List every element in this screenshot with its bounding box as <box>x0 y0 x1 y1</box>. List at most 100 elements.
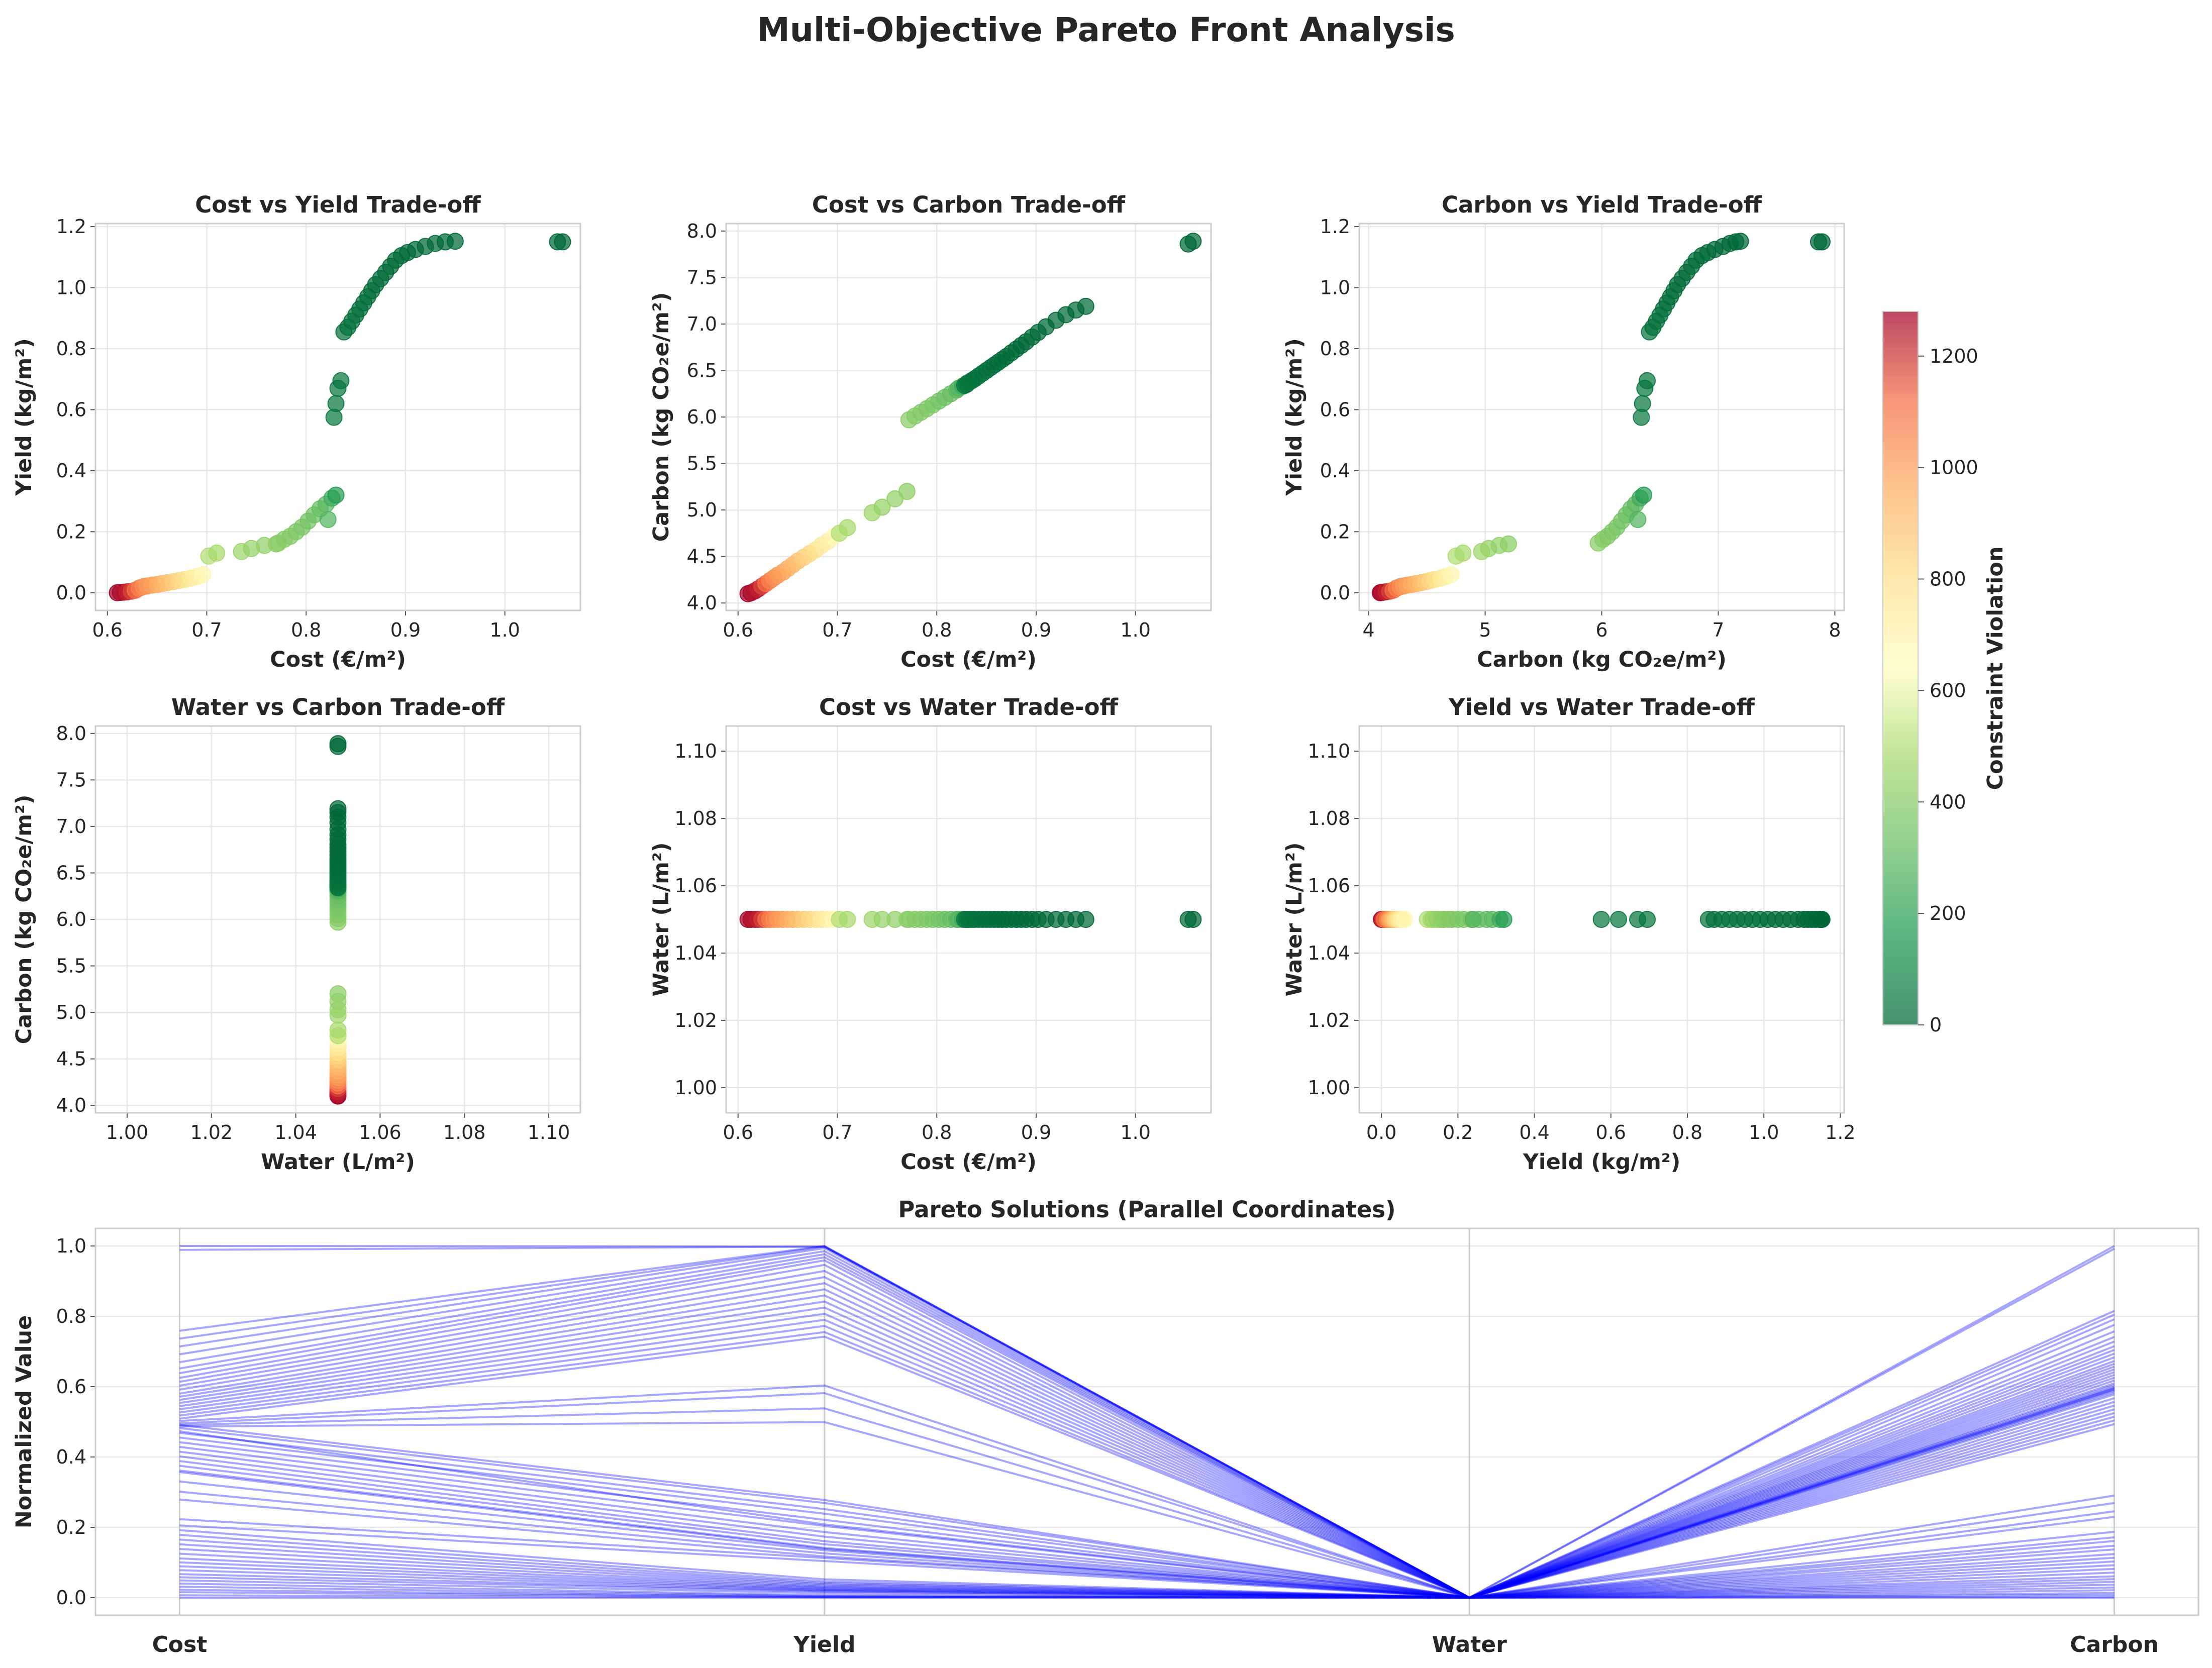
panels: 0.6 0.7 0.8 0.9 1.0 0.0 0.2 0.4 0.6 0.8 1.0 1.2 Cost… <box>12 191 1856 1175</box>
scatter-point <box>319 511 337 529</box>
scatter-points <box>329 735 347 1105</box>
colorbar-gradient <box>1883 311 1918 1025</box>
solution-line <box>179 1397 2115 1599</box>
x-tick-label: 0.7 <box>191 619 222 641</box>
solution-line <box>179 1529 2115 1599</box>
scatter-point <box>1634 395 1651 412</box>
scatter-points <box>739 233 1202 602</box>
solution-line <box>179 1552 2115 1599</box>
x-tick-label: 0.4 <box>1519 1121 1549 1143</box>
solution-line <box>179 1244 2115 1599</box>
x-tick-label: 1.10 <box>528 1121 570 1143</box>
y-tick-label: 0.0 <box>56 1587 86 1609</box>
solution-line <box>179 1569 2115 1599</box>
parallel-coordinates-panel: 0.0 0.2 0.4 0.6 0.8 1.0 Cost Yield Water Carbon Pa… <box>12 1196 2199 1657</box>
y-tick-label: 0.4 <box>56 1446 86 1468</box>
scatter-point <box>327 486 345 504</box>
y-tick-label: 7.0 <box>56 815 86 838</box>
solution-line <box>179 1325 2115 1599</box>
scatter-point <box>873 498 891 516</box>
y-tick-label: 0.8 <box>56 338 86 360</box>
colorbar-tick-label: 200 <box>1930 902 1966 924</box>
scatter-point <box>329 985 347 1003</box>
solution-line <box>179 1591 2115 1599</box>
scatter-point <box>1454 544 1472 562</box>
x-tick-label: 0.9 <box>390 619 421 641</box>
y-tick-label: 8.0 <box>687 220 717 242</box>
y-tick-label: 1.00 <box>1308 1077 1350 1099</box>
solution-line <box>179 1245 2115 1599</box>
solution-line <box>179 1538 2115 1599</box>
x-tick-label: 1.2 <box>1825 1121 1855 1143</box>
solution-line <box>179 1282 2115 1599</box>
y-tick-label: 4.0 <box>687 592 717 614</box>
solution-line <box>179 1300 2115 1599</box>
parallel-lines <box>179 1244 2115 1599</box>
y-tick-label: 1.08 <box>1308 807 1350 829</box>
plot-border <box>725 223 1212 611</box>
solution-line <box>179 1387 2115 1599</box>
scatter-point <box>208 544 226 562</box>
scatter-point <box>1610 911 1627 928</box>
scatter-point <box>839 911 856 928</box>
y-axis-label: Carbon (kg CO₂e/m²) <box>12 795 37 1045</box>
scatter-point <box>327 395 345 412</box>
y-tick-label: 6.0 <box>687 406 717 428</box>
x-tick-label: 0.6 <box>723 1121 753 1143</box>
x-axis-label: Cost (€/m²) <box>900 647 1037 672</box>
solution-line <box>179 1335 2115 1599</box>
y-tick-label: 0.4 <box>1320 460 1350 482</box>
solution-line <box>179 1518 2115 1599</box>
scatter-panel-carbon_yield: 4 5 6 7 8 0.0 0.2 0.4 0.6 0.8 1.0 1.2 Carbon vs Yiel… <box>1282 191 1845 672</box>
y-tick-label: 0.2 <box>56 520 86 543</box>
solution-line <box>179 1404 2115 1599</box>
solution-line <box>179 1270 2115 1599</box>
y-tick-label: 0.6 <box>56 398 86 421</box>
solution-line <box>179 1401 2115 1599</box>
y-tick-label: 7.0 <box>687 313 717 335</box>
x-axis-label: Yield (kg/m²) <box>1523 1150 1681 1175</box>
scatter-point <box>1638 372 1656 389</box>
solution-line <box>179 1393 2115 1599</box>
solution-line <box>179 1259 2115 1599</box>
solution-line <box>179 1276 2115 1599</box>
solution-line <box>179 1253 2115 1599</box>
panel-title: Cost vs Water Trade-off <box>819 694 1119 720</box>
scatter-point <box>329 800 347 817</box>
y-tick-label: 1.10 <box>1308 740 1350 762</box>
x-tick-label: 1.0 <box>489 619 520 641</box>
colorbar-label: Constraint Violation <box>1983 547 2008 790</box>
y-tick-label: 0.0 <box>56 582 86 604</box>
solution-line <box>179 1576 2115 1599</box>
plot-border <box>1358 725 1845 1114</box>
x-tick-label: 0.7 <box>822 1121 852 1143</box>
solution-line <box>179 1389 2115 1599</box>
y-tick-label: 1.06 <box>674 875 717 897</box>
y-tick-label: 1.06 <box>1308 875 1350 897</box>
x-axis-label: Water (L/m²) <box>261 1150 415 1175</box>
scatter-point <box>1184 911 1202 928</box>
scatter-points <box>109 233 571 601</box>
scatter-point <box>1592 911 1610 928</box>
solution-line <box>179 1245 2115 1599</box>
x-tick-label: 7 <box>1712 619 1724 641</box>
y-tick-label: 1.04 <box>1308 942 1350 964</box>
scatter-point <box>1077 911 1094 928</box>
solution-line <box>179 1589 2115 1599</box>
scatter-panel-water_carbon: 1.00 1.02 1.04 1.06 1.08 1.10 4.0 4.5 5.0 5.5 6.0 6… <box>12 694 581 1175</box>
y-tick-label: 5.5 <box>56 955 86 977</box>
solution-line <box>179 1480 2115 1599</box>
colorbar-tick-label: 800 <box>1930 568 1966 590</box>
solution-line <box>179 1548 2115 1599</box>
solution-line <box>179 1312 2115 1599</box>
x-tick-label: 0.7 <box>822 619 852 641</box>
panel-title: Water vs Carbon Trade-off <box>171 694 505 720</box>
solution-line <box>179 1524 2115 1599</box>
x-tick-label: 1.08 <box>443 1121 486 1143</box>
solution-line <box>179 1306 2115 1599</box>
x-tick-label: 0.8 <box>922 1121 952 1143</box>
solution-line <box>179 1579 2115 1599</box>
y-axis-label: Carbon (kg CO₂e/m²) <box>649 292 674 542</box>
solution-line <box>179 1534 2115 1599</box>
solution-line <box>179 1582 2115 1599</box>
